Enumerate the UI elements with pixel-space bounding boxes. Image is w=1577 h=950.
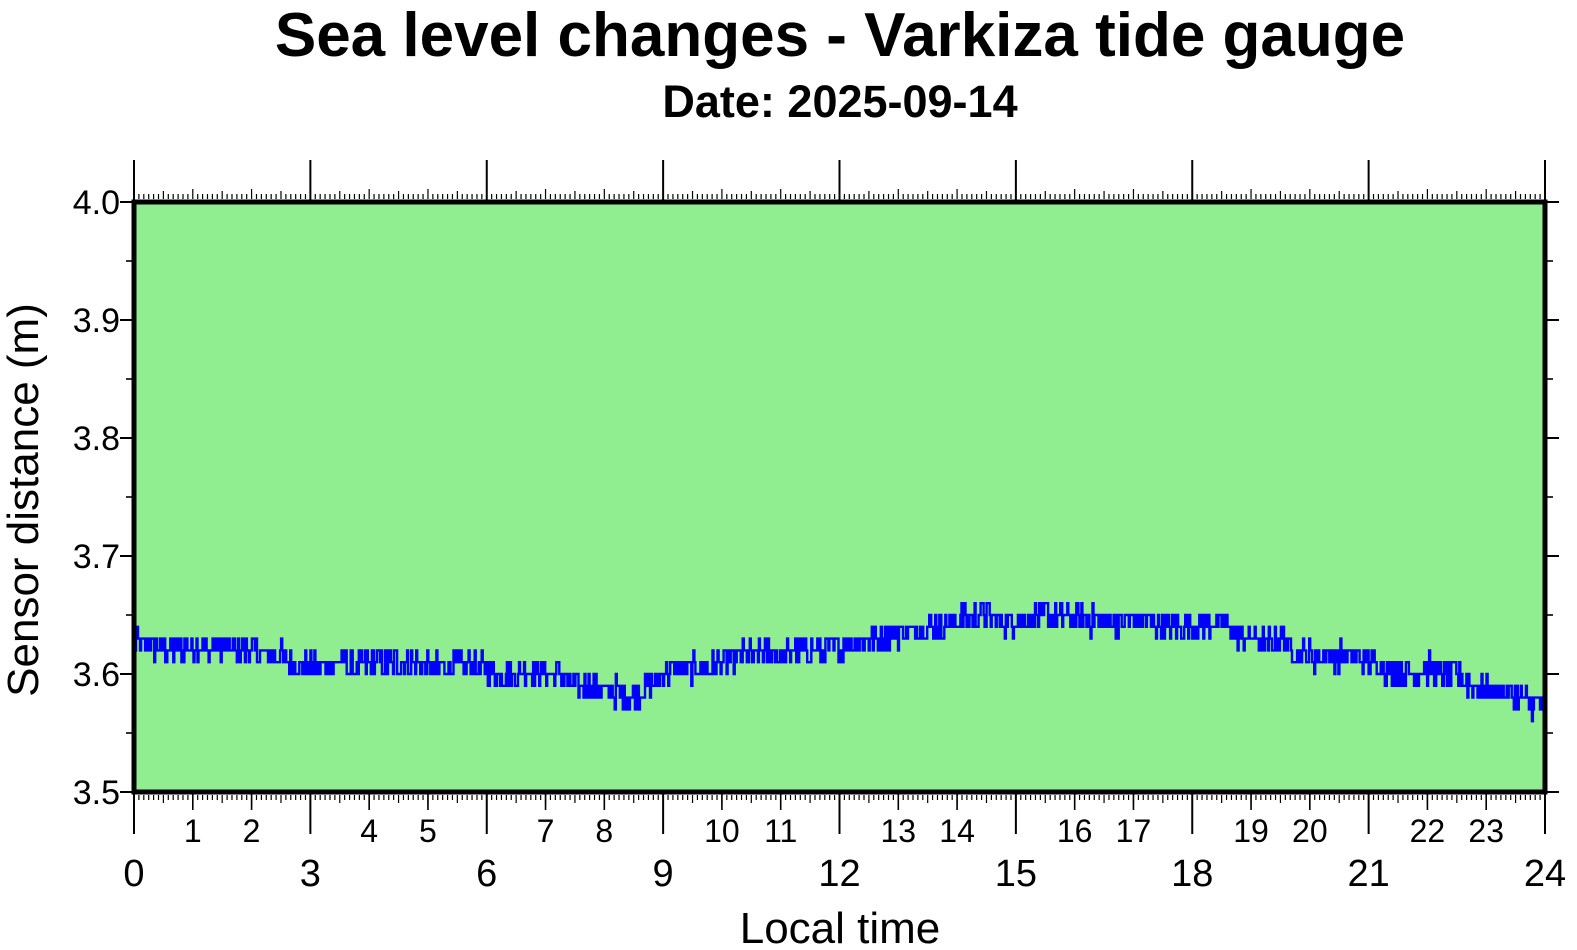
plot-background bbox=[134, 202, 1545, 792]
y-tick-label: 3.9 bbox=[73, 302, 120, 340]
x-major-tick-label: 0 bbox=[123, 853, 144, 895]
x-hour-tick-label: 4 bbox=[360, 813, 378, 849]
x-hour-tick-label: 17 bbox=[1116, 813, 1152, 849]
x-major-tick-label: 6 bbox=[476, 853, 497, 895]
axes-layer: 0 3 6 9 12 15 18 21 241 2 4 5 7 8 10 11 13 14 16 17 19 20 22 23… bbox=[73, 160, 1566, 895]
series-layer bbox=[133, 602, 1545, 723]
x-hour-tick-label: 22 bbox=[1410, 813, 1446, 849]
series-line-1 bbox=[133, 602, 1545, 723]
y-axis-label: Sensor distance (m) bbox=[0, 303, 48, 697]
y-tick-label: 3.6 bbox=[73, 656, 120, 694]
x-major-tick-label: 12 bbox=[818, 853, 860, 895]
plot-area bbox=[134, 202, 1545, 792]
x-hour-tick-label: 1 bbox=[184, 813, 202, 849]
x-hour-tick-label: 8 bbox=[595, 813, 613, 849]
x-major-tick-label: 21 bbox=[1347, 853, 1389, 895]
x-hour-tick-label: 10 bbox=[704, 813, 740, 849]
x-major-tick-label: 18 bbox=[1171, 853, 1213, 895]
chart-subtitle: Date: 2025-09-14 bbox=[662, 76, 1018, 127]
y-tick-label: 3.5 bbox=[73, 774, 120, 812]
x-axis-label: Local time bbox=[740, 904, 941, 950]
x-hour-tick-label: 13 bbox=[880, 813, 916, 849]
y-tick-label: 3.8 bbox=[73, 420, 120, 458]
x-hour-tick-label: 7 bbox=[537, 813, 555, 849]
x-hour-tick-label: 19 bbox=[1233, 813, 1269, 849]
x-hour-tick-label: 20 bbox=[1292, 813, 1328, 849]
x-major-tick-label: 24 bbox=[1524, 853, 1566, 895]
x-hour-tick-label: 5 bbox=[419, 813, 437, 849]
x-hour-tick-label: 2 bbox=[243, 813, 261, 849]
x-major-tick-label: 3 bbox=[300, 853, 321, 895]
chart-title: Sea level changes - Varkiza tide gauge bbox=[274, 1, 1406, 70]
y-tick-label: 4.0 bbox=[73, 184, 120, 222]
x-hour-tick-label: 11 bbox=[764, 813, 797, 849]
y-tick-label: 3.7 bbox=[73, 538, 120, 576]
x-major-tick-label: 15 bbox=[995, 853, 1037, 895]
x-hour-tick-label: 16 bbox=[1057, 813, 1093, 849]
x-major-tick-label: 9 bbox=[653, 853, 674, 895]
x-hour-tick-label: 23 bbox=[1468, 813, 1504, 849]
x-hour-tick-label: 14 bbox=[939, 813, 975, 849]
